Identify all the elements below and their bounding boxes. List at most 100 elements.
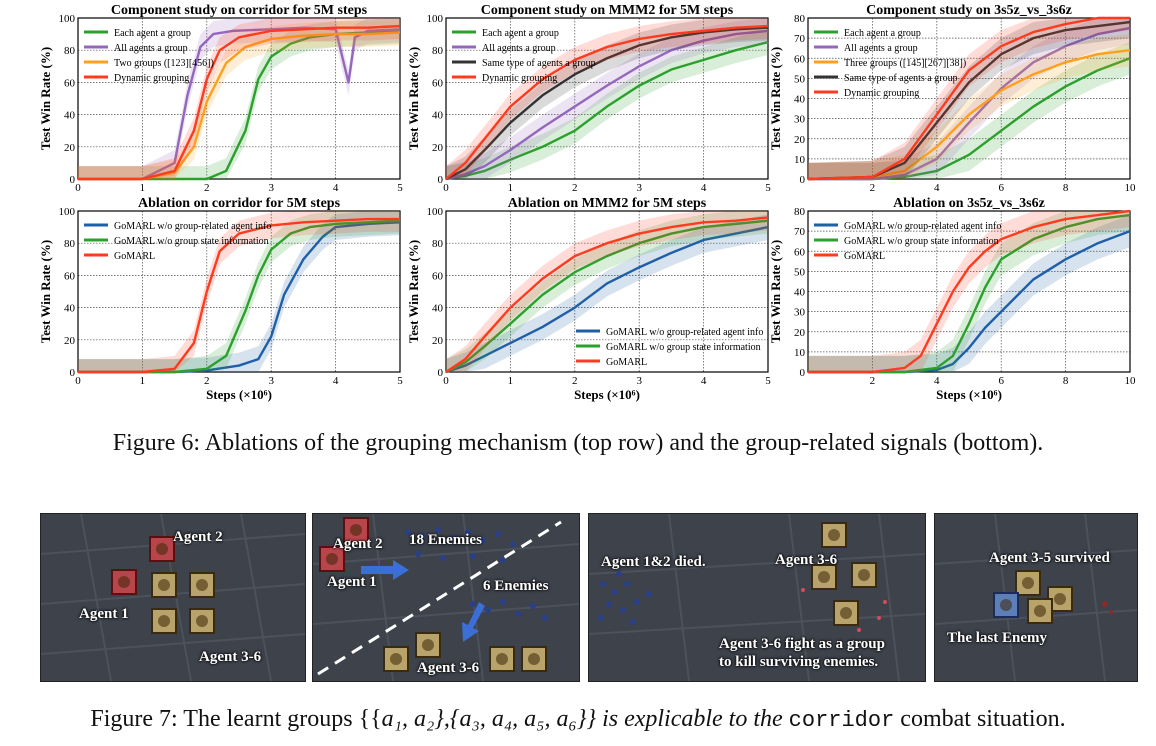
series-line [78,217,400,374]
agent6-marker [833,600,859,626]
y-tick-label: 20 [794,327,806,339]
y-tick-label: 0 [438,367,444,379]
label-agent1: Agent 1 [79,606,129,622]
y-tick-label: 20 [64,142,76,154]
legend-entry: Dynamic grouping [844,88,919,99]
panel4-ground [935,514,1137,681]
legend-entry: GoMARL w/o group state information [606,342,761,353]
legend-entry: Each agent a group [482,28,559,39]
legend-entry: Each agent a group [844,28,921,39]
x-tick-label: 4 [701,375,707,387]
legend-entry: GoMARL w/o group state information [844,236,999,247]
y-tick-label: 40 [794,94,806,106]
label-enemies18: 18 Enemies [409,532,482,548]
x-tick-label: 2 [572,182,578,194]
label-agent2: Agent 2 [333,536,383,552]
plot-frame [77,17,401,180]
x-tick-label: 3 [268,375,274,387]
series-line [445,29,769,181]
y-tick-label: 0 [800,174,806,186]
x-tick-label: 6 [998,375,1004,387]
y-tick-label: 70 [794,226,806,238]
caption7-code: corridor [788,708,895,733]
y-tick-label: 50 [794,266,806,278]
legend-entry: All agents a group [114,43,188,54]
series-band [808,18,1130,179]
agent6-marker [189,608,215,634]
y-axis-label: Test Win Rate (%) [406,47,421,150]
series-line [807,49,1131,181]
label-died: Agent 1&2 died. [601,554,706,570]
x-tick-label: 6 [998,182,1004,194]
x-tick-label: 0 [75,182,81,194]
y-tick-label: 70 [794,33,806,45]
x-tick-label: 0 [443,375,449,387]
agent1-marker [319,546,345,572]
panel3-ground [589,514,925,681]
y-tick-label: 30 [794,307,806,319]
y-tick-label: 60 [432,270,444,282]
y-tick-label: 80 [432,238,444,250]
x-tick-label: 1 [508,182,514,194]
series-band [808,211,1130,372]
y-tick-label: 100 [59,13,76,25]
x-tick-label: 3 [636,375,642,387]
y-tick-label: 80 [64,45,76,57]
chart-5: 0 20 40 60 80 100 0 1 2 3 4 5 GoMARL w/o group-relat… [406,196,771,402]
agent4-marker [811,564,837,590]
y-tick-label: 20 [64,335,76,347]
series-line [445,40,769,181]
agent4-marker [189,572,215,598]
x-tick-label: 8 [1063,375,1069,387]
legend-entry: Same type of agents a group [844,73,958,84]
legend-entry: GoMARL w/o group-related agent info [114,221,271,232]
y-axis-label: Test Win Rate (%) [768,240,783,343]
x-tick-label: 5 [765,375,771,387]
agent2-marker [343,517,369,543]
legend-entry: GoMARL [606,357,647,368]
y-tick-label: 20 [794,134,806,146]
legend-entry: Dynamic grouping [114,73,189,84]
legend-entry: Same type of agents a group [482,58,596,69]
y-tick-label: 10 [794,154,806,166]
legend-entry: Each agent a group [114,28,191,39]
x-tick-label: 10 [1125,375,1137,387]
agent3-marker [383,646,409,672]
y-axis-label: Test Win Rate (%) [406,240,421,343]
chart-2: 0 20 40 60 80 100 0 1 2 3 4 5 Each agent a group All … [406,3,771,194]
legend-entry: GoMARL w/o group state information [114,236,269,247]
label-survived: Agent 3-5 survived [989,550,1110,566]
x-axis-label: Steps (×10⁶) [936,387,1002,402]
chart-title: Ablation on corridor for 5M steps [138,196,341,211]
y-tick-label: 80 [794,206,806,218]
chart-title: Component study on corridor for 5M steps [111,3,368,18]
series-line [808,26,1131,181]
series-band [78,18,400,179]
label-agent36: Agent 3-6 [199,649,262,665]
x-tick-label: 1 [140,375,146,387]
agent6-marker [521,646,547,672]
agent5-marker [489,646,515,672]
agent3-marker [821,522,847,548]
legend-entry: GoMARL [114,251,155,262]
chart-6: 0 10 20 30 40 50 60 70 80 2 4 6 8 10 GoMARL w/o group-… [768,196,1136,402]
x-tick-label: 4 [934,182,940,194]
series-band [808,18,1130,179]
agent5-marker [1027,598,1053,624]
label-agent36: Agent 3-6 [775,552,838,568]
x-tick-label: 2 [204,182,210,194]
series-line [445,24,769,180]
y-axis-label: Test Win Rate (%) [38,47,53,150]
figure7-panel-3: Agent 1&2 died. Agent 3-6 Agent 3-6 figh… [588,513,926,682]
legend-entry: GoMARL w/o group-related agent info [844,221,1001,232]
y-tick-label: 80 [432,45,444,57]
plot-frame [77,210,401,373]
series-band [808,18,1130,179]
y-tick-label: 0 [800,367,806,379]
series-band [78,211,400,372]
y-tick-label: 60 [64,77,76,89]
legend-entry: Two groups ([123][456]) [114,58,214,69]
y-tick-label: 40 [64,110,76,122]
y-tick-label: 60 [432,77,444,89]
